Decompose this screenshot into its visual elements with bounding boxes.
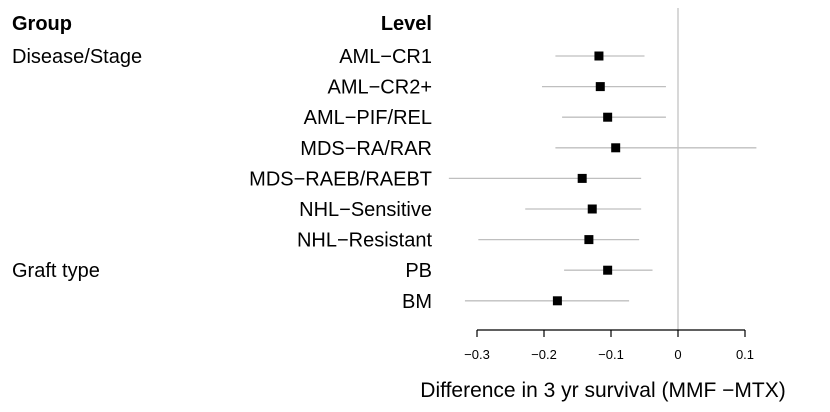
level-label: BM xyxy=(402,291,432,313)
x-tick-label: −0.3 xyxy=(464,347,490,362)
level-label: AML−PIF/REL xyxy=(304,107,432,129)
point-estimate xyxy=(611,143,621,153)
level-header: Level xyxy=(381,13,432,35)
level-label: AML−CR2+ xyxy=(328,77,433,99)
group-header: Group xyxy=(12,13,72,35)
forest-rows: Disease/Stage AML−CR1 AML−CR2+ AML−PIF/REL M… xyxy=(12,8,757,330)
group-label: Graft type xyxy=(12,260,100,282)
level-label: NHL−Sensitive xyxy=(299,199,432,221)
point-estimate xyxy=(587,204,597,214)
x-tick-label: −0.2 xyxy=(531,347,557,362)
point-estimate xyxy=(594,51,604,61)
x-axis: −0.3 −0.2 −0.1 0 0.1 xyxy=(464,329,754,362)
level-label: MDS−RAEB/RAEBT xyxy=(249,168,432,190)
x-tick-label: 0.1 xyxy=(736,347,754,362)
point-estimate xyxy=(603,265,613,275)
point-estimate xyxy=(552,296,562,306)
level-label: PB xyxy=(405,260,432,282)
x-tick-label: 0 xyxy=(674,347,681,362)
level-label: MDS−RA/RAR xyxy=(300,138,432,160)
point-estimate xyxy=(577,173,587,183)
point-estimate xyxy=(603,112,613,122)
level-label: AML−CR1 xyxy=(339,46,432,68)
level-label: NHL−Resistant xyxy=(297,230,433,252)
x-tick-label: −0.1 xyxy=(598,347,624,362)
x-axis-title: Difference in 3 yr survival (MMF −MTX) xyxy=(420,379,785,402)
group-label: Disease/Stage xyxy=(12,46,142,68)
point-estimate xyxy=(595,82,605,92)
point-estimate xyxy=(584,235,594,245)
